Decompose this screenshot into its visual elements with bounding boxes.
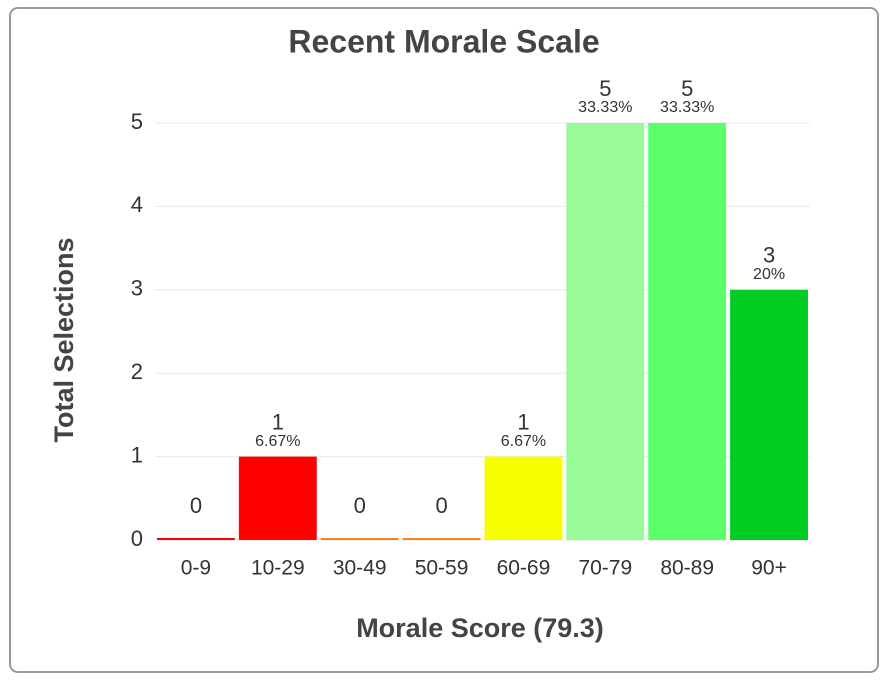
bar xyxy=(402,538,481,540)
bar xyxy=(730,289,808,540)
value-label: 5 xyxy=(599,76,611,101)
value-label: 0 xyxy=(190,493,202,518)
x-axis-label: Morale Score (79.3) xyxy=(356,613,604,643)
x-tick-label: 0-9 xyxy=(181,557,211,580)
y-tick-label: 1 xyxy=(131,442,143,467)
x-tick-label: 80-89 xyxy=(660,557,714,580)
y-tick-label: 3 xyxy=(131,276,143,301)
bar xyxy=(566,123,645,540)
x-tick-label: 50-59 xyxy=(415,557,469,580)
percent-label: 6.67% xyxy=(255,433,300,450)
x-tick-label: 70-79 xyxy=(578,557,632,580)
y-tick-label: 2 xyxy=(131,359,143,384)
y-tick-label: 4 xyxy=(131,192,143,217)
y-tick-label: 5 xyxy=(131,109,143,134)
x-tick-label: 60-69 xyxy=(497,557,551,580)
value-label: 1 xyxy=(272,409,284,434)
bar xyxy=(484,456,563,540)
value-label: 3 xyxy=(763,243,775,268)
value-label: 5 xyxy=(681,76,693,101)
value-label: 1 xyxy=(517,409,529,434)
bar xyxy=(157,538,235,540)
x-tick-label: 30-49 xyxy=(333,557,387,580)
x-tick-label: 10-29 xyxy=(251,557,305,580)
percent-label: 6.67% xyxy=(501,433,546,450)
bar xyxy=(320,538,399,540)
percent-label: 20% xyxy=(753,266,785,283)
y-tick-label: 0 xyxy=(131,526,143,551)
chart-title: Recent Morale Scale xyxy=(288,23,599,59)
x-tick-label: 90+ xyxy=(751,557,787,580)
percent-label: 33.33% xyxy=(660,99,714,116)
percent-label: 33.33% xyxy=(578,99,632,116)
value-label: 0 xyxy=(435,493,447,518)
y-axis-label: Total Selections xyxy=(49,237,79,442)
bar xyxy=(648,123,727,540)
bar xyxy=(238,456,317,540)
value-label: 0 xyxy=(354,493,366,518)
